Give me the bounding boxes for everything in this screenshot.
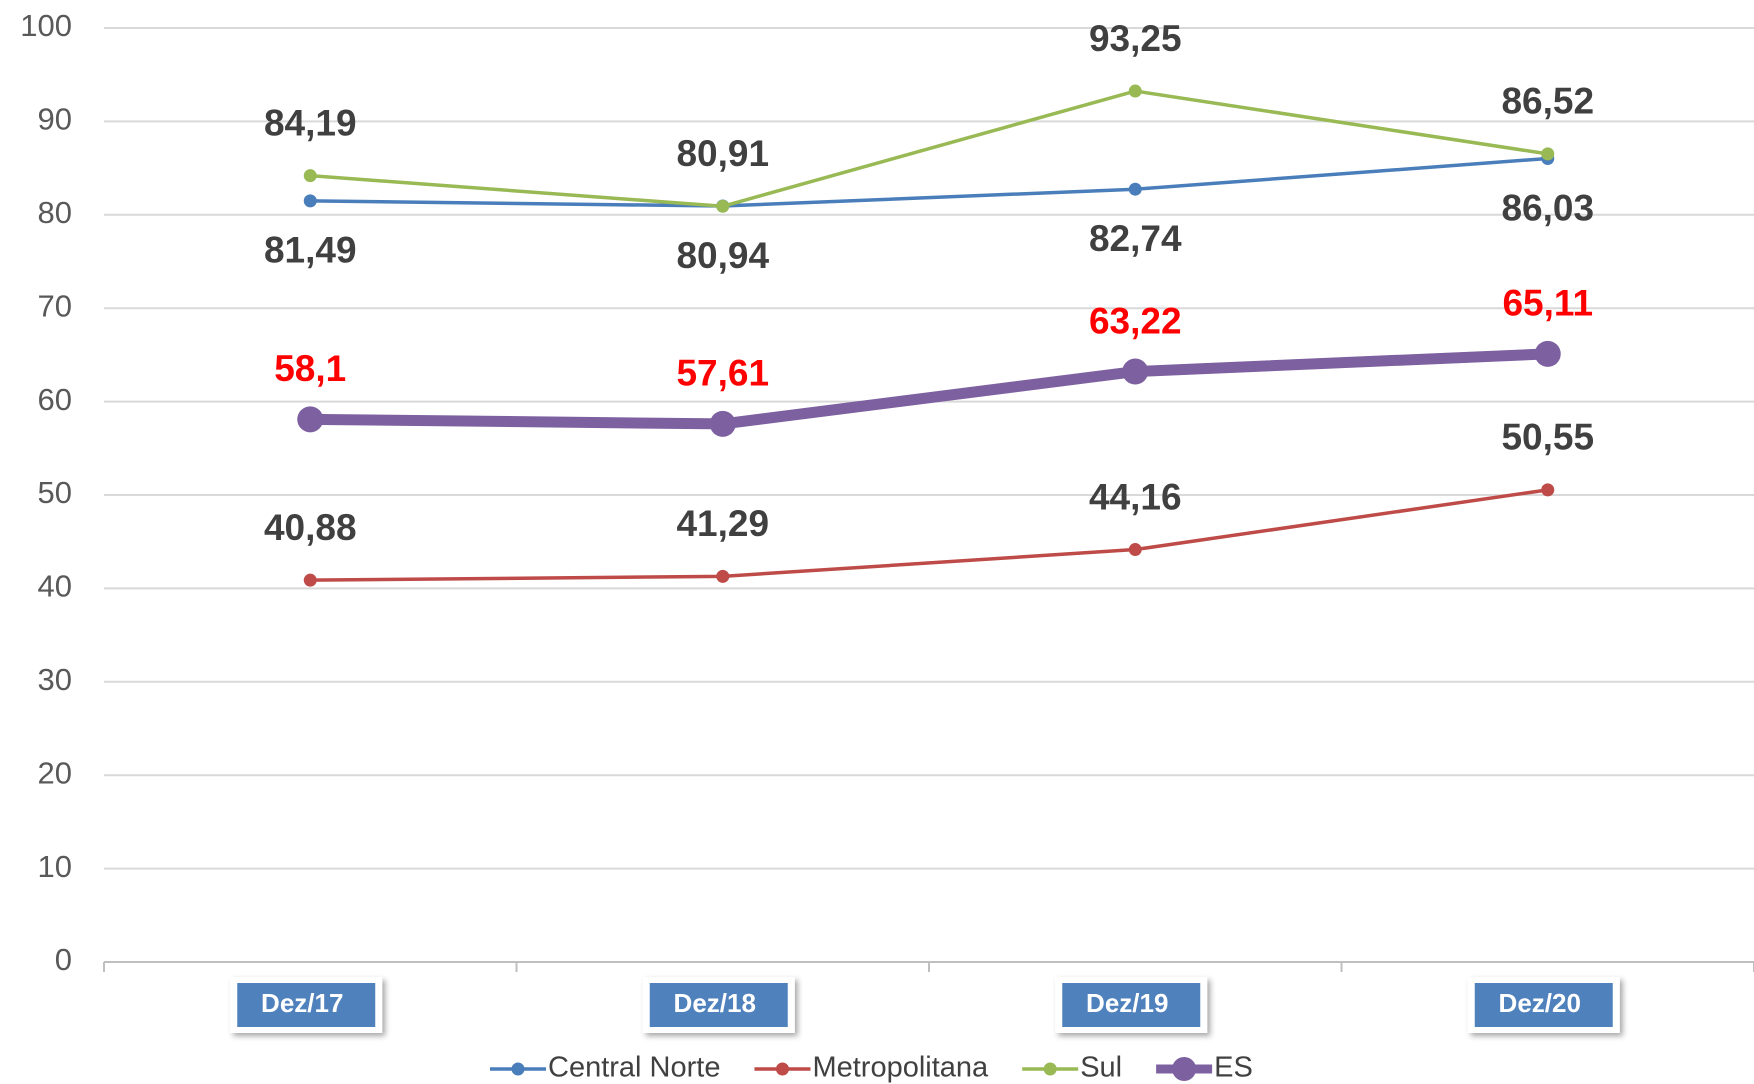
data-label: 86,03 — [1501, 187, 1594, 228]
data-label: 80,94 — [676, 235, 769, 276]
x-tick-label: Dez/17 — [261, 988, 343, 1018]
data-label: 82,74 — [1089, 218, 1182, 259]
data-label: 81,49 — [264, 230, 357, 271]
data-label: 40,88 — [264, 507, 357, 548]
data-label: 86,52 — [1501, 81, 1594, 122]
y-tick-label: 70 — [38, 288, 72, 323]
legend-marker — [511, 1062, 525, 1076]
data-point — [1541, 483, 1555, 497]
y-tick-label: 50 — [38, 475, 72, 510]
data-point — [303, 194, 317, 208]
series-line — [310, 156, 1548, 208]
legend-item: Central Norte — [490, 1052, 720, 1084]
y-tick-label: 100 — [20, 8, 72, 43]
category-fill — [237, 983, 376, 1027]
data-label: 58,1 — [274, 348, 346, 389]
legend-label: Sul — [1080, 1052, 1122, 1084]
data-point — [297, 406, 324, 433]
x-tick-label: Dez/19 — [1086, 988, 1168, 1018]
y-tick-label: 10 — [38, 849, 72, 884]
data-point — [1541, 147, 1555, 161]
legend-marker — [1043, 1062, 1057, 1076]
data-point — [303, 573, 317, 587]
data-point — [716, 569, 730, 583]
data-label: 80,91 — [676, 133, 769, 174]
data-label: 50,55 — [1501, 417, 1594, 458]
y-tick-label: 60 — [38, 382, 72, 417]
legend-item: Metropolitana — [754, 1052, 989, 1084]
legend-marker — [1172, 1057, 1197, 1081]
data-point — [303, 169, 317, 183]
data-point — [709, 410, 736, 437]
data-point — [1122, 358, 1149, 385]
category-box: Dez/17 — [230, 977, 383, 1033]
series-line — [310, 348, 1548, 430]
data-point — [1128, 182, 1142, 196]
legend-label: Metropolitana — [812, 1052, 989, 1084]
y-tick-label: 90 — [38, 102, 72, 137]
category-fill — [1474, 983, 1613, 1027]
category-fill — [649, 983, 788, 1027]
category-fill — [1062, 983, 1201, 1027]
y-tick-label: 20 — [38, 755, 72, 790]
legend-marker — [775, 1062, 789, 1076]
data-point — [1128, 84, 1142, 98]
y-tick-label: 80 — [38, 195, 72, 230]
x-tick-label: Dez/20 — [1499, 988, 1581, 1018]
data-label: 44,16 — [1089, 476, 1182, 517]
y-tick-label: 30 — [38, 662, 72, 697]
data-label: 41,29 — [676, 503, 769, 544]
series-line — [310, 488, 1549, 582]
legend-item: ES — [1156, 1052, 1253, 1084]
legend-label: Central Norte — [548, 1052, 720, 1084]
data-label: 84,19 — [264, 102, 357, 143]
data-label: 63,22 — [1089, 300, 1182, 341]
data-label: 57,61 — [676, 353, 769, 394]
data-point — [716, 199, 730, 213]
x-tick-label: Dez/18 — [674, 988, 756, 1018]
series-line — [310, 89, 1549, 209]
y-tick-label: 40 — [38, 569, 72, 604]
category-box: Dez/19 — [1055, 977, 1208, 1033]
data-point — [1534, 340, 1561, 367]
data-label: 65,11 — [1502, 283, 1593, 324]
category-box: Dez/20 — [1467, 977, 1620, 1033]
data-point — [1128, 543, 1142, 557]
data-label: 93,25 — [1089, 18, 1182, 59]
y-tick-label: 0 — [55, 942, 72, 977]
category-box: Dez/18 — [642, 977, 795, 1033]
legend-item: Sul — [1022, 1052, 1122, 1084]
legend-label: ES — [1214, 1052, 1253, 1084]
